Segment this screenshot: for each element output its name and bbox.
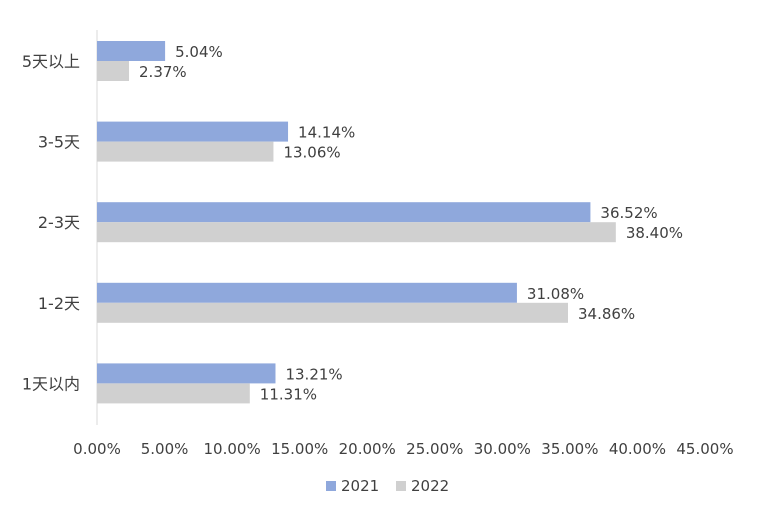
data-labels-group: 5.04% 2.37% 14.14% 13.06% 36.52% 38.40% 31.08%… [139, 43, 683, 403]
legend-swatch-2021 [326, 481, 336, 491]
data-label-2022-4: 11.31% [260, 385, 317, 403]
x-tick-label-1: 5.00% [141, 440, 189, 458]
data-label-2021-1: 14.14% [298, 124, 355, 142]
data-label-2022-3: 34.86% [578, 305, 635, 323]
bar-2022-2 [97, 222, 616, 243]
x-tick-label-5: 25.00% [406, 440, 463, 458]
category-label-4: 1天以内 [22, 374, 80, 393]
bar-2022-0 [97, 61, 130, 81]
category-label-3: 1-2天 [38, 294, 80, 313]
bars-group [97, 41, 616, 404]
bar-2021-1 [97, 121, 289, 142]
bar-2021-0 [97, 41, 166, 61]
data-label-2021-4: 13.21% [285, 365, 342, 383]
bar-2022-1 [97, 141, 274, 162]
legend-label-2022: 2022 [411, 477, 449, 495]
bar-2021-4 [97, 363, 276, 384]
data-label-2021-2: 36.52% [600, 204, 657, 222]
legend-label-2021: 2021 [341, 477, 379, 495]
bar-2022-3 [97, 302, 568, 323]
bar-2021-2 [97, 202, 591, 223]
x-tick-label-0: 0.00% [73, 440, 121, 458]
x-tick-label-2: 10.00% [204, 440, 261, 458]
bar-2021-3 [97, 282, 517, 303]
x-tick-label-7: 35.00% [541, 440, 598, 458]
data-label-2022-1: 13.06% [283, 144, 340, 162]
category-label-0: 5天以上 [22, 52, 80, 71]
x-tick-labels-group: 0.00% 5.00% 10.00% 15.00% 20.00% 25.00% 30.00%… [73, 440, 733, 458]
x-tick-label-4: 20.00% [339, 440, 396, 458]
x-tick-label-3: 15.00% [271, 440, 328, 458]
data-label-2022-2: 38.40% [626, 224, 683, 242]
category-label-2: 2-3天 [38, 213, 80, 232]
data-label-2021-3: 31.08% [527, 285, 584, 303]
legend: 2021 2022 [326, 477, 449, 495]
bar-2022-4 [97, 383, 250, 404]
legend-swatch-2022 [396, 481, 406, 491]
x-tick-label-8: 40.00% [609, 440, 666, 458]
category-label-1: 3-5天 [38, 133, 80, 152]
x-tick-label-6: 30.00% [474, 440, 531, 458]
x-tick-label-9: 45.00% [676, 440, 733, 458]
data-label-2021-0: 5.04% [175, 43, 223, 61]
data-label-2022-0: 2.37% [139, 63, 187, 81]
category-labels-group: 5天以上 3-5天 2-3天 1-2天 1天以内 [22, 52, 80, 393]
